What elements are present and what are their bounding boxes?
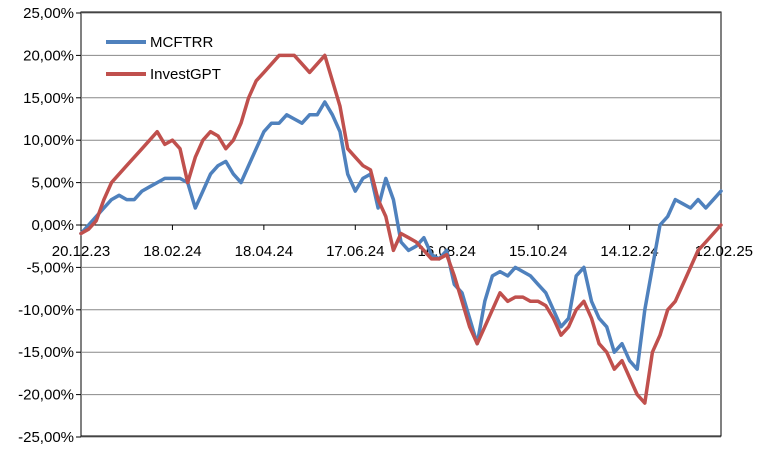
legend-label: MCFTRR: [150, 34, 213, 51]
y-tick-label: 5,00%: [31, 175, 74, 192]
y-tick-label: -5,00%: [26, 259, 74, 276]
y-tick-label: 25,00%: [23, 5, 74, 22]
series-lines: [79, 53, 723, 405]
y-tick-label: -25,00%: [18, 429, 74, 446]
y-tick-label: -20,00%: [18, 387, 74, 404]
series-line-investgpt: [79, 53, 723, 405]
x-tick-label: 12.02.25: [695, 243, 753, 260]
y-tick-label: 0,00%: [31, 217, 74, 234]
legend-label: InvestGPT: [150, 66, 221, 83]
x-tick-label: 18.02.24: [143, 243, 201, 260]
x-tick-label: 18.04.24: [235, 243, 293, 260]
y-tick-label: -10,00%: [18, 302, 74, 319]
y-tick-label: 10,00%: [23, 132, 74, 149]
x-tick-label: 15.10.24: [509, 243, 567, 260]
x-tick-label: 14.12.24: [600, 243, 658, 260]
y-tick-label: 20,00%: [23, 47, 74, 64]
y-axis: 25,00% 20,00% 15,00% 10,00% 5,00% 0,00% -5,00%…: [18, 5, 81, 446]
y-tick-label: -15,00%: [18, 344, 74, 361]
x-tick-label: 17.06.24: [326, 243, 384, 260]
legend: MCFTRR InvestGPT: [106, 34, 221, 83]
x-axis: 20.12.23 18.02.24 18.04.24 17.06.24 16.08.24…: [52, 224, 753, 260]
x-tick-label: 20.12.23: [52, 243, 110, 260]
y-tick-label: 15,00%: [23, 90, 74, 107]
